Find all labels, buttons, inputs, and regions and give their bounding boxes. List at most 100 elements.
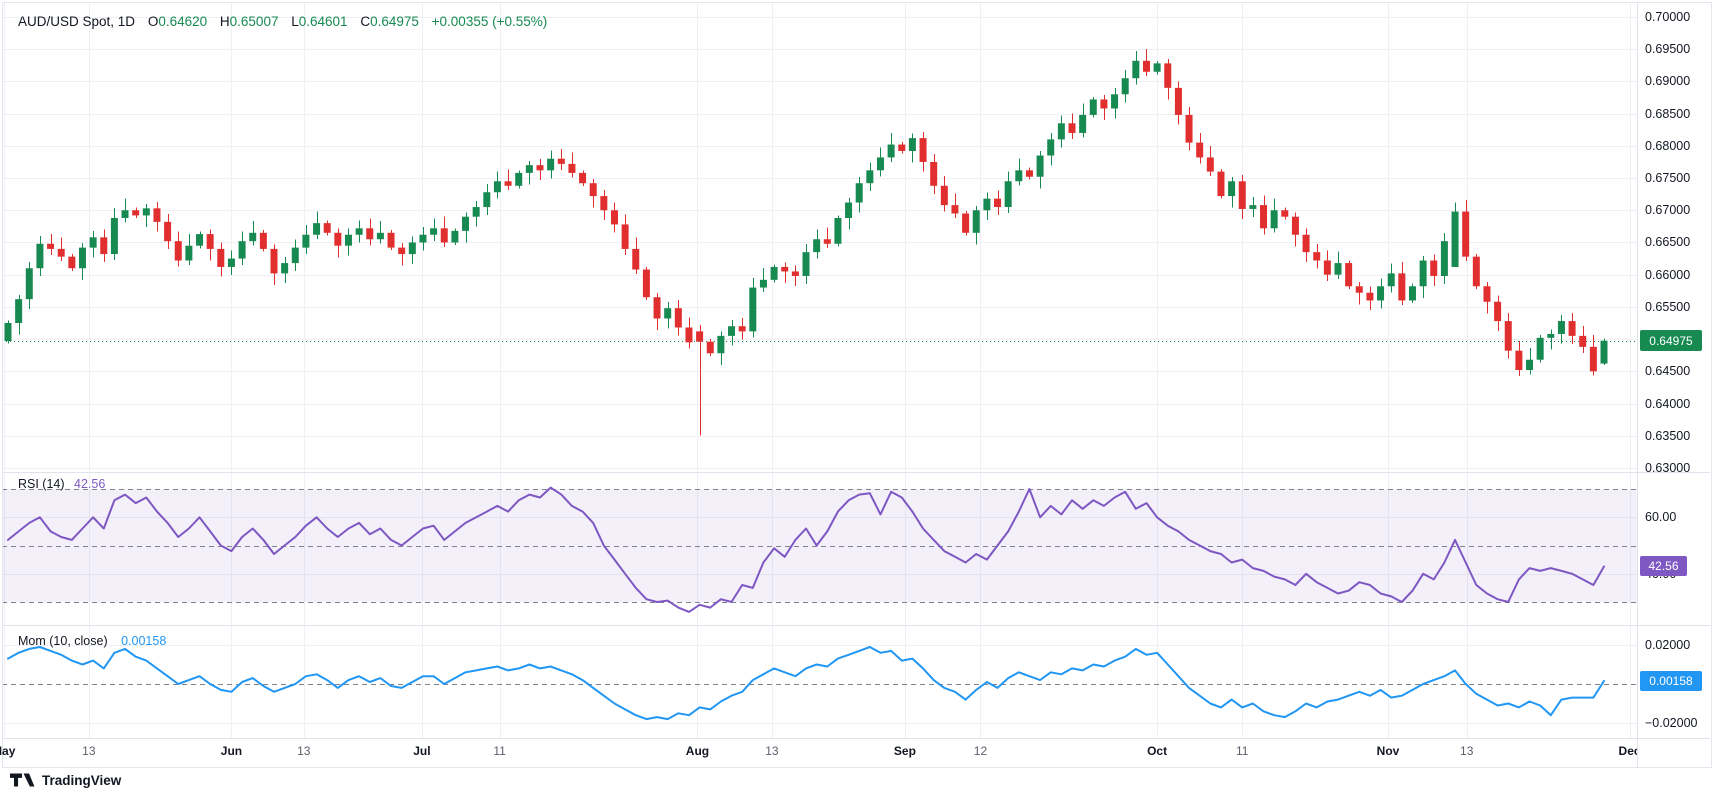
candle-body <box>674 308 682 328</box>
candle-body <box>515 172 523 186</box>
candle-body <box>1557 321 1565 334</box>
candle-body <box>1249 205 1257 209</box>
candle-body <box>1483 286 1491 302</box>
symbol-title: AUD/USD Spot, 1D <box>18 14 136 29</box>
candle-body <box>610 210 618 225</box>
rsi-value-badge: 42.56 <box>1640 556 1687 576</box>
candle-body <box>1196 142 1204 158</box>
candle-body <box>1408 286 1416 301</box>
candle-body <box>749 287 757 332</box>
candle-body <box>451 230 459 243</box>
candle-body <box>1047 139 1055 156</box>
candle-body <box>1472 256 1480 287</box>
candle-body <box>1025 170 1033 177</box>
candle-body <box>1164 63 1172 88</box>
open-label: O <box>147 14 159 29</box>
candle-body <box>121 210 129 218</box>
candle-body <box>547 158 555 171</box>
candle-body <box>706 341 714 354</box>
candle-body <box>334 232 342 246</box>
candle-body <box>908 138 916 151</box>
candle-body <box>951 205 959 214</box>
candle-body <box>568 163 576 173</box>
price-axis-label: 0.64500 <box>1645 364 1691 379</box>
candle-body <box>940 185 948 206</box>
candle-body <box>1142 60 1150 72</box>
rsi-band <box>2 489 1637 602</box>
candle-body <box>387 232 395 248</box>
candle-body <box>1004 181 1012 208</box>
time-axis-month-label: Dec <box>1618 744 1637 758</box>
candle-body <box>1260 205 1268 229</box>
candle-body <box>1355 286 1363 293</box>
candle-body <box>866 170 874 184</box>
candle-body <box>206 234 214 249</box>
time-axis-month-label: Jul <box>413 744 431 758</box>
candle-body <box>57 248 65 257</box>
candle-body <box>738 326 746 332</box>
candle-body <box>174 241 182 261</box>
candle-body <box>1366 292 1374 301</box>
symbol-legend[interactable]: AUD/USD Spot, 1D O0.64620 H0.65007 L0.64… <box>18 14 547 29</box>
candle-body <box>68 256 76 269</box>
candle-body <box>664 308 672 319</box>
candle-body <box>632 248 640 270</box>
candle-body <box>1579 335 1587 347</box>
tradingview-attribution-link[interactable]: TradingView <box>10 773 121 788</box>
price-axis-label: 0.68000 <box>1645 138 1691 153</box>
price-axis-label: 0.67500 <box>1645 171 1691 186</box>
mom-axis-label: 0.02000 <box>1645 638 1691 652</box>
candle-body <box>1440 241 1448 276</box>
time-axis-month-label: May <box>0 744 16 758</box>
candle-body <box>1387 273 1395 287</box>
candle-body <box>876 157 884 171</box>
candle-body <box>1568 321 1576 336</box>
candle-body <box>589 183 597 197</box>
candle-body <box>1217 171 1225 197</box>
price-axis-label: 0.63000 <box>1645 460 1691 475</box>
candle-body <box>1079 114 1087 133</box>
candle-body <box>1589 346 1597 372</box>
candle-body <box>227 258 235 267</box>
mom-axis-label: −0.02000 <box>1645 716 1698 730</box>
candle-body <box>4 322 12 342</box>
candle-body <box>983 198 991 211</box>
candle-body <box>217 248 225 267</box>
candle-body <box>366 228 374 240</box>
candle-body <box>834 217 842 244</box>
rsi-title: RSI (14) <box>18 477 65 491</box>
candle-body <box>717 335 725 354</box>
candle-body <box>1334 263 1342 275</box>
candle-body <box>1132 60 1140 79</box>
mom-legend[interactable]: Mom (10, close) 0.00158 <box>18 634 166 648</box>
candle-body <box>1323 260 1331 275</box>
candle-body <box>493 181 501 193</box>
candle-body <box>1238 181 1246 209</box>
candle-body <box>504 181 512 186</box>
candle-body <box>1291 216 1299 235</box>
candle-body <box>770 266 778 280</box>
candle-body <box>930 161 938 186</box>
candle-body <box>1174 87 1182 115</box>
candle-body <box>1270 210 1278 229</box>
candle-body <box>1036 155 1044 177</box>
time-axis-day-label: 12 <box>973 744 988 758</box>
rsi-line <box>7 486 1605 613</box>
rsi-legend[interactable]: RSI (14) 42.56 <box>18 477 105 491</box>
mom-line <box>7 646 1605 721</box>
candle-body <box>845 202 853 218</box>
low-value: 0.64601 <box>298 14 348 29</box>
candle-body <box>238 241 246 259</box>
candle-body <box>1462 211 1470 257</box>
time-axis[interactable]: May 13 Jun 13 Jul 11 Aug 13 Sep 12 Oct 11 Nov 13 Dec <box>0 738 1637 767</box>
candle-body <box>1451 211 1459 267</box>
candle-body <box>302 234 310 248</box>
candle-body <box>1504 321 1512 351</box>
time-axis-month-label: Nov <box>1376 744 1400 758</box>
time-axis-day-label: 11 <box>1236 744 1249 758</box>
mom-title: Mom (10, close) <box>18 634 108 648</box>
candle-body <box>1419 260 1427 287</box>
price-axis-label: 0.67000 <box>1645 203 1691 218</box>
candle-body <box>142 208 150 216</box>
